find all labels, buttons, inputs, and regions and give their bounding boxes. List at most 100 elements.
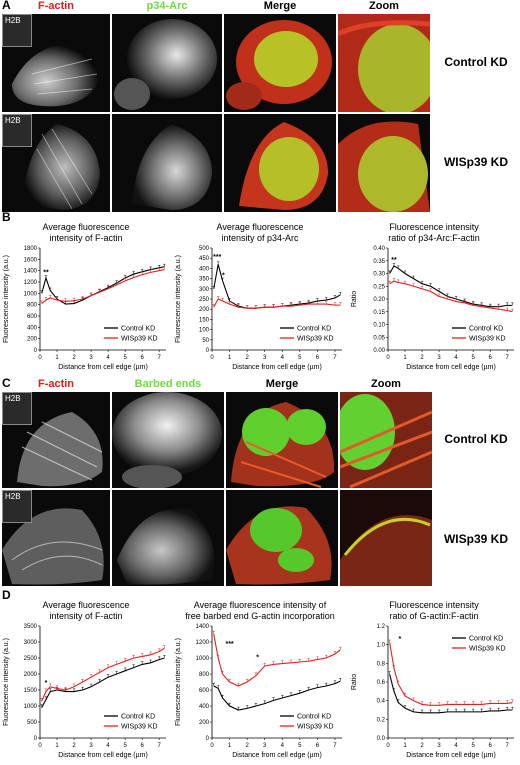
micrograph-c-wisp-barbed [112, 490, 224, 586]
y-tick-label: 0.20 [373, 297, 385, 303]
panel-d-letter: D [2, 588, 11, 602]
y-axis-label: Ratio [351, 291, 358, 307]
micrograph-c-control-factin: H2B [2, 392, 110, 488]
y-tick-label: 0.10 [373, 323, 385, 329]
h2b-inset: H2B [2, 114, 32, 147]
y-tick-label: 0.30 [373, 272, 385, 278]
chart-title-line: Fluorescence intensity [389, 222, 479, 232]
chart-title-line: ratio of p34-Arc:F-actin [388, 233, 480, 243]
y-tick-label: 1400 [24, 269, 38, 275]
series-line-wisp [213, 633, 341, 687]
y-tick-label: 1500 [24, 688, 38, 694]
x-tick-label: 2 [245, 743, 249, 749]
x-tick-label: 6 [488, 355, 492, 361]
y-axis-label: Ratio [351, 674, 358, 690]
micrograph-c-control-merge [226, 392, 338, 488]
y-axis-label: Fluorescence intensity (a.u.) [175, 638, 182, 726]
y-tick-label: 800 [27, 303, 38, 309]
h2b-inset: H2B [2, 14, 32, 47]
micrograph-a-wisp-zoom [338, 114, 430, 212]
y-tick-label: 1000 [24, 291, 38, 297]
x-tick-label: 1 [228, 355, 232, 361]
y-tick-label: 200 [27, 337, 38, 343]
micrograph-c-control-barbed [112, 392, 224, 488]
chart-svg: 0 50 100 150 200 250 300 350 400 450 500 0 1 2 3 4 5 6 7 Di… [175, 246, 342, 371]
y-tick-label: 800 [199, 672, 210, 678]
panel-c-header-factin: F-actin [37, 378, 75, 390]
x-tick-label: 7 [158, 743, 162, 749]
y-axis-label: Fluorescence intensity (a.u.) [175, 255, 182, 343]
x-tick-label: 0 [210, 355, 214, 361]
x-tick-label: 7 [158, 355, 162, 361]
x-tick-label: 4 [454, 355, 458, 361]
y-tick-label: 450 [199, 256, 210, 262]
y-tick-label: 0 [34, 348, 38, 354]
y-tick-label: 1.0 [377, 643, 386, 649]
x-tick-label: 3 [437, 743, 441, 749]
x-tick-label: 6 [140, 743, 144, 749]
y-tick-label: 400 [199, 704, 210, 710]
panel-c-letter: C [2, 376, 11, 390]
series-line-wisp [389, 642, 513, 706]
chart-title-line: intensity of F-actin [49, 611, 123, 621]
micrograph-a-wisp-p34 [112, 114, 222, 212]
significance-mark: * [399, 636, 402, 643]
y-axis-label: Fluorescence intensity (a.u.) [3, 638, 10, 726]
x-tick-label: 1 [55, 743, 59, 749]
x-tick-label: 5 [123, 355, 127, 361]
chart-title-line: Average fluorescence intensity of [193, 600, 327, 610]
panel-a-header-p34: p34-Arc [146, 0, 188, 12]
y-axis-label: Fluorescence intensity (a.u.) [3, 255, 10, 343]
y-tick-label: 400 [199, 266, 210, 272]
chart-svg: 0 200 400 600 800 1000 1200 1400 1600 1800 0 1 2 3 4 5 6… [3, 246, 166, 371]
chart-title-line: ratio of G-actin:F-actin [389, 611, 479, 621]
y-tick-label: 1600 [24, 257, 38, 263]
legend-label: Control KD [297, 714, 331, 721]
y-tick-label: 3000 [24, 640, 38, 646]
x-axis-label: Distance from cell edge (µm) [232, 752, 322, 759]
chart-svg: 0.0 0.2 0.4 0.6 0.8 1.0 1.2 0 1 2 3 4 5 6 7 Distance fr… [351, 624, 514, 759]
chart-title-line: Average fluorescence [42, 600, 130, 610]
y-tick-label: 0.6 [377, 680, 386, 686]
x-tick-label: 5 [471, 355, 475, 361]
y-tick-label: 1000 [196, 656, 210, 662]
y-tick-label: 0.8 [377, 661, 386, 667]
chart-title-line: Fluorescence intensity [389, 600, 479, 610]
x-tick-label: 2 [420, 355, 424, 361]
x-tick-label: 2 [72, 355, 76, 361]
legend-label: WISp39 KD [121, 336, 158, 343]
micrograph-a-control-p34 [112, 14, 222, 112]
x-tick-label: 5 [298, 743, 302, 749]
x-tick-label: 0 [386, 355, 390, 361]
y-tick-label: 1800 [24, 246, 38, 252]
y-tick-label: 2000 [24, 672, 38, 678]
x-tick-label: 5 [298, 355, 302, 361]
chart-svg: 0.00 0.05 0.10 0.15 0.20 0.25 0.30 0.35 0.40 0 1 2 3… [351, 246, 514, 371]
x-axis-label: Distance from cell edge (µm) [406, 752, 496, 759]
chart-title: Fluorescence intensity ratio of G-actin:F… [348, 600, 520, 622]
micrograph-a-control-factin: H2B [2, 14, 110, 112]
legend-label: WISp39 KD [469, 646, 506, 653]
y-tick-label: 3500 [24, 624, 38, 630]
y-tick-label: 0 [206, 736, 210, 742]
x-tick-label: 3 [263, 743, 267, 749]
legend-label: WISp39 KD [469, 336, 506, 343]
x-tick-label: 6 [316, 355, 320, 361]
panel-a-header-zoom: Zoom [369, 0, 399, 12]
chart-d-barbed: Average fluorescence intensity of free ba… [172, 600, 348, 762]
micrograph-a-control-zoom [338, 14, 430, 112]
x-axis-label: Distance from cell edge (µm) [406, 364, 496, 371]
significance-mark: * [222, 273, 225, 280]
y-tick-label: 1200 [24, 280, 38, 286]
legend-label: WISp39 KD [297, 724, 334, 731]
panel-a-row-label-wisp: WISp39 KD [443, 155, 508, 169]
x-tick-label: 4 [281, 355, 285, 361]
x-tick-label: 1 [55, 355, 59, 361]
x-tick-label: 4 [106, 355, 110, 361]
significance-mark: * [256, 655, 259, 662]
significance-mark: * [45, 680, 48, 687]
panel-a-header-merge: Merge [263, 0, 297, 12]
micrograph-a-wisp-merge [224, 114, 336, 212]
y-tick-label: 0.05 [373, 335, 385, 341]
y-tick-label: 600 [27, 314, 38, 320]
